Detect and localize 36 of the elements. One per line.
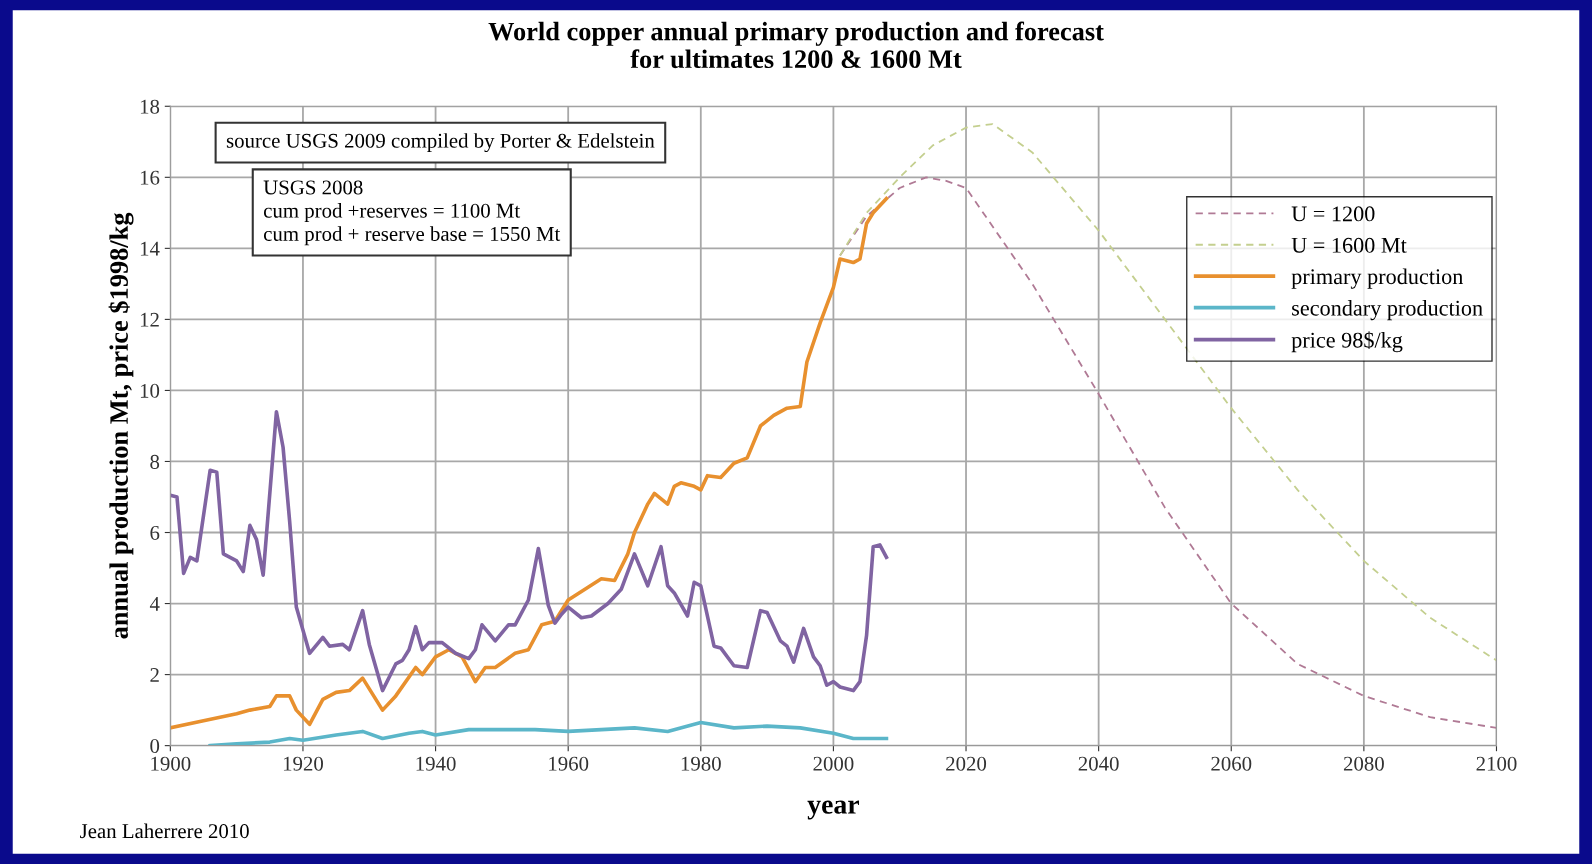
legend-label: U = 1600 Mt: [1291, 237, 1407, 253]
text: Jean Laherrere 2010: [80, 823, 249, 839]
y-tick-label: 4: [149, 597, 160, 611]
legend-label: primary production: [1291, 268, 1464, 289]
legend-label: price 98$/kg: [1291, 331, 1403, 353]
x-axis-title: year: [807, 800, 860, 820]
x-tick-label: 1940: [416, 756, 456, 771]
x-tick-label: 2100: [1476, 756, 1517, 771]
x-tick-label: 2080: [1343, 756, 1384, 771]
y-tick-label: 16: [140, 170, 160, 185]
y-tick-label: 0: [150, 739, 160, 754]
y-tick-label: 14: [140, 241, 160, 256]
y-tick-label: 18: [140, 99, 160, 114]
y-tick-label: 10: [140, 383, 160, 398]
x-tick-label: 1920: [283, 756, 323, 771]
y-tick-label: 12: [140, 312, 159, 327]
line-series: [208, 720, 889, 746]
y-axis-title: annual production Mt, price $1998/kg: [108, 212, 134, 639]
x-tick-label: 2040: [1078, 756, 1119, 771]
x-tick-label: 2060: [1211, 756, 1252, 771]
legend-label: U = 1200: [1291, 206, 1375, 222]
x-tick-label: 2020: [946, 756, 987, 771]
x-tick-label: 1900: [151, 756, 191, 771]
annotation: source USGS 2009 compiled by Porter & Edelstein: [226, 133, 655, 153]
line-series: [839, 123, 1497, 662]
y-tick-label: 2: [150, 668, 159, 682]
x-tick-label: 1980: [681, 756, 721, 771]
chart-title: World copper annual primary production and forecast for ultimates 1200 & 1600 Mt: [488, 21, 1104, 69]
y-tick-label: 6: [150, 525, 160, 540]
line-series: [170, 409, 889, 693]
y-tick-label: 8: [150, 454, 160, 469]
x-tick-label: 1960: [549, 756, 589, 771]
legend-label: secondary production: [1292, 299, 1483, 321]
line-series: [170, 196, 889, 730]
x-tick-label: 2000: [813, 756, 854, 771]
annotation: USGS 2008 cum prod +reserves = 1100 Mt cum prod + reserve base = 1550 Mt: [263, 180, 561, 246]
